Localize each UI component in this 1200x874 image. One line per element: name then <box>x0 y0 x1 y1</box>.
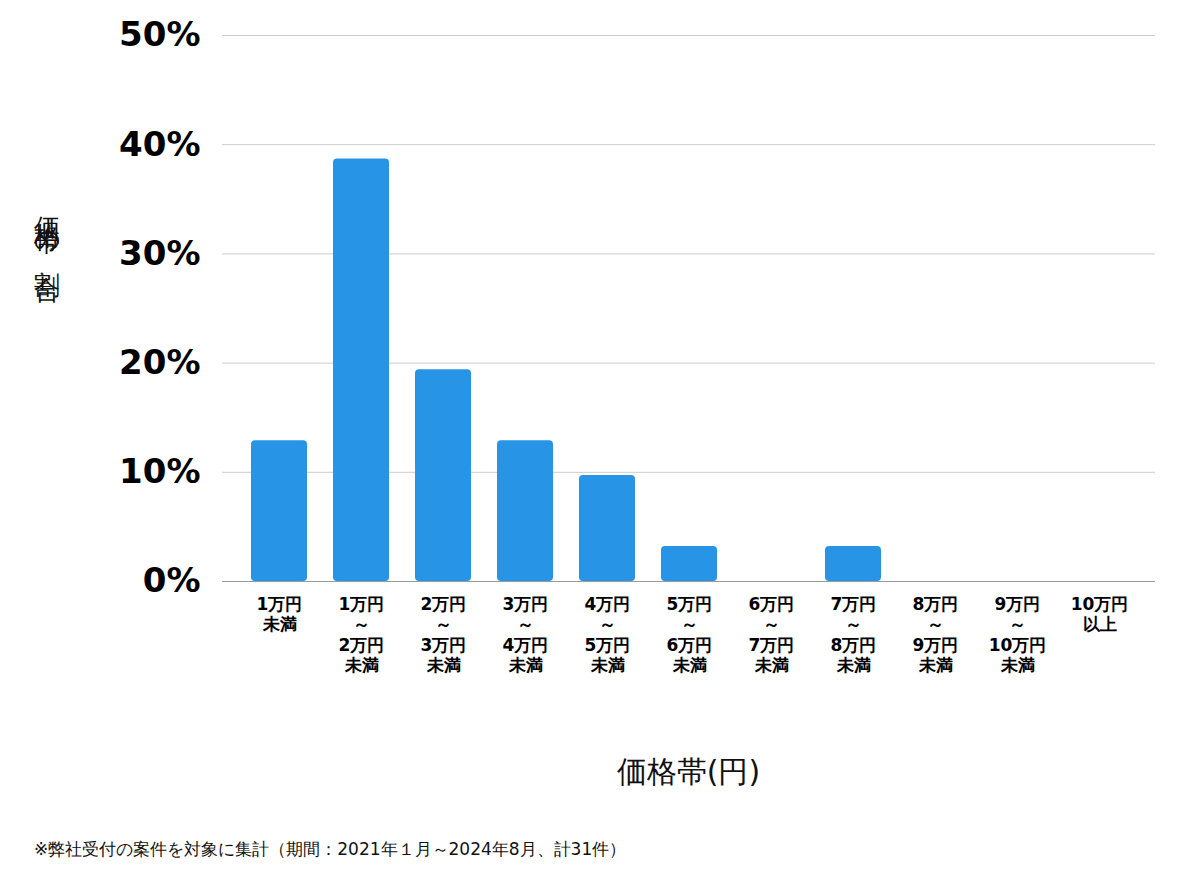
svg-text:10%: 10% <box>119 451 200 491</box>
html-text:※弊社受付の案件を対象に集計（期間：2021年１月～2024: ※弊社受付の案件を対象に集計（期間：2021年１月～2024年8月、計31件） <box>34 839 627 859</box>
html-text:価格帯の割合: 価格帯の割合 <box>32 196 62 262</box>
svg-text:1万円未満: 1万円未満 <box>257 594 303 634</box>
svg-text:5万円～6万円未満: 5万円～6万円未満 <box>667 594 713 675</box>
svg-text:30%: 30% <box>119 233 200 273</box>
svg-text:8万円～9万円未満: 8万円～9万円未満 <box>913 594 959 675</box>
svg-text:10万円以上: 10万円以上 <box>1071 594 1129 634</box>
svg-text:2万円～3万円未満: 2万円～3万円未満 <box>421 594 467 675</box>
svg-text:4万円～5万円未満: 4万円～5万円未満 <box>585 594 631 675</box>
svg-text:3万円～4万円未満: 3万円～4万円未満 <box>503 594 549 675</box>
svg-text:20%: 20% <box>119 342 200 382</box>
svg-text:9万円～10万円未満: 9万円～10万円未満 <box>989 594 1047 675</box>
html-text:価格帯(円): 価格帯(円) <box>616 754 761 789</box>
svg-text:6万円～7万円未満: 6万円～7万円未満 <box>749 594 795 675</box>
svg-text:50%: 50% <box>119 14 200 54</box>
svg-text:7万円～8万円未満: 7万円～8万円未満 <box>831 594 877 675</box>
svg-text:1万円～2万円未満: 1万円～2万円未満 <box>339 594 385 675</box>
svg-text:0%: 0% <box>143 560 201 600</box>
svg-text:40%: 40% <box>119 124 200 164</box>
